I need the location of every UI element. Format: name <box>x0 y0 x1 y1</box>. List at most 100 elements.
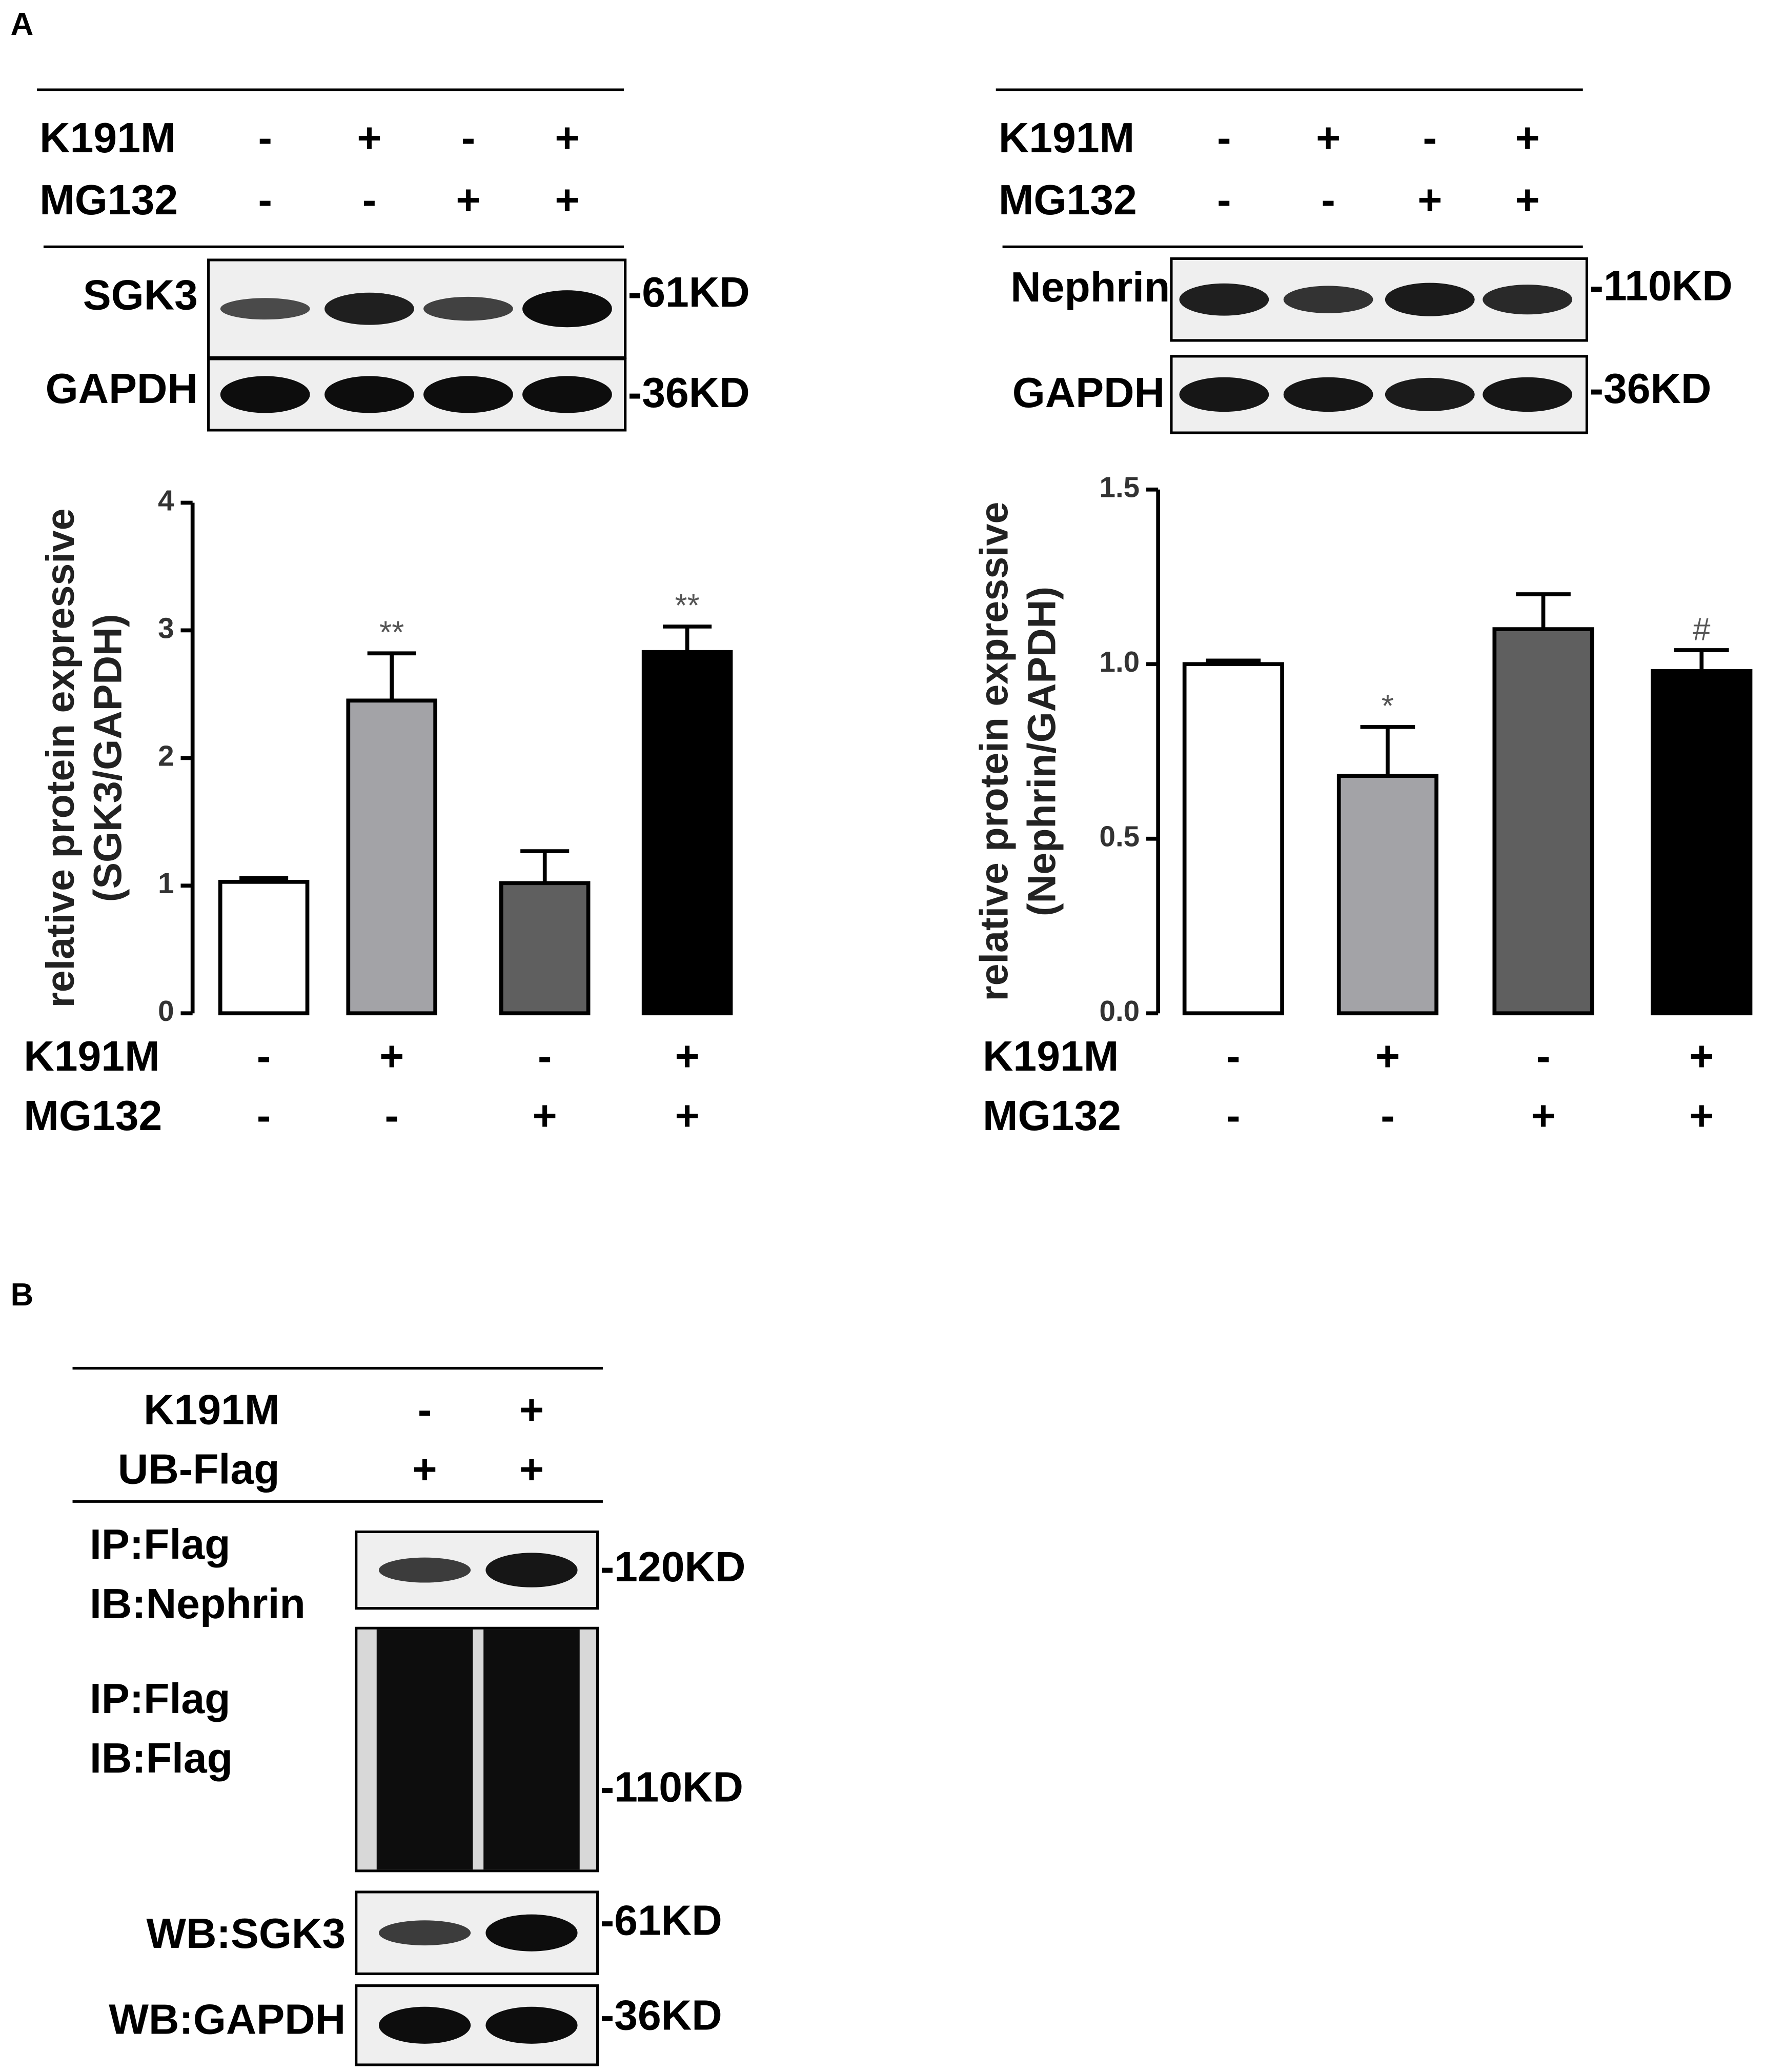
condition-sign: - <box>1217 176 1231 224</box>
significance-label: ** <box>675 588 700 623</box>
blot-label: IB:Flag <box>90 1735 233 1782</box>
y-tick-label: 2 <box>158 739 174 772</box>
condition-sign: + <box>675 1092 700 1139</box>
blot-band <box>522 376 612 413</box>
bar <box>1651 669 1753 1016</box>
blot-smear <box>483 1629 580 1870</box>
blot-label: WB:GAPDH <box>109 1996 346 2043</box>
condition-name: MG132 <box>983 1092 1121 1139</box>
blot-size: -36KD <box>628 369 750 416</box>
blot-band <box>220 376 310 413</box>
blot-band <box>1483 285 1573 315</box>
condition-sign: + <box>357 114 381 162</box>
condition-sign: - <box>1226 1092 1240 1139</box>
blot-band <box>423 376 513 413</box>
condition-sign: - <box>418 1386 432 1434</box>
panel-label: A <box>11 7 34 42</box>
y-tick-label: 1 <box>158 867 174 899</box>
condition-name: MG132 <box>999 176 1137 224</box>
condition-name: MG132 <box>24 1092 162 1139</box>
blot-size: -61KD <box>600 1897 722 1944</box>
condition-sign: + <box>1417 176 1442 224</box>
blot-band <box>1179 283 1269 316</box>
condition-sign: + <box>1316 114 1341 162</box>
y-tick-label: 4 <box>158 484 174 516</box>
blot-band <box>220 298 310 320</box>
blot-label: SGK3 <box>83 271 198 318</box>
condition-sign: + <box>519 1445 544 1493</box>
blot-band <box>1179 377 1269 412</box>
significance-label: ** <box>379 615 404 650</box>
condition-name: K191M <box>983 1033 1119 1080</box>
y-tick-label: 0.0 <box>1099 995 1140 1027</box>
condition-sign: + <box>412 1445 437 1493</box>
y-tick-label: 1.5 <box>1099 471 1140 504</box>
blot-band <box>324 292 414 325</box>
condition-sign: + <box>379 1033 404 1080</box>
blot-band <box>485 2006 578 2044</box>
condition-name: K191M <box>999 114 1134 162</box>
y-tick-label: 3 <box>158 612 174 644</box>
condition-name: K191M <box>39 114 175 162</box>
blot-label: IP:Flag <box>90 1521 230 1568</box>
y-tick-label: 0.5 <box>1099 820 1140 853</box>
bar <box>346 698 437 1016</box>
condition-sign: + <box>675 1033 700 1080</box>
blot-label: GAPDH <box>1012 369 1165 416</box>
blot-band <box>324 376 414 413</box>
significance-label: # <box>1693 612 1711 647</box>
condition-sign: + <box>1515 114 1540 162</box>
significance-label: * <box>1382 689 1394 724</box>
condition-sign: - <box>1321 176 1335 224</box>
blot-band <box>485 1553 578 1587</box>
condition-sign: + <box>456 176 480 224</box>
condition-sign: - <box>538 1033 552 1080</box>
bar <box>218 879 310 1016</box>
blot-label: WB:SGK3 <box>146 1910 346 1957</box>
blot-band <box>378 2006 471 2044</box>
blot-label: Nephrin <box>1010 264 1170 311</box>
y-axis-label: (SGK3/GAPDH) <box>86 614 130 902</box>
condition-sign: + <box>1689 1033 1714 1080</box>
condition-sign: + <box>1375 1033 1400 1080</box>
condition-sign: - <box>1423 114 1437 162</box>
blot-band <box>1283 286 1373 313</box>
blot-band <box>1283 377 1373 412</box>
blot-size: -110KD <box>1590 262 1733 309</box>
blot-band <box>1385 377 1475 412</box>
condition-sign: - <box>385 1092 399 1139</box>
blot-label: GAPDH <box>46 365 198 412</box>
condition-sign: + <box>533 1092 557 1139</box>
condition-sign: - <box>461 114 475 162</box>
blot-band <box>423 296 513 321</box>
condition-sign: - <box>257 1092 271 1139</box>
condition-sign: + <box>1515 176 1540 224</box>
blot-band <box>485 1914 578 1952</box>
blot-size: -110KD <box>600 1764 743 1811</box>
blot-band <box>1385 283 1475 316</box>
blot-band <box>378 1920 471 1946</box>
condition-sign: - <box>1217 114 1231 162</box>
bar <box>1492 627 1594 1016</box>
y-tick-label: 1.0 <box>1099 646 1140 678</box>
bar <box>641 650 733 1016</box>
blot-size: -36KD <box>1590 365 1712 412</box>
condition-sign: + <box>555 176 579 224</box>
condition-sign: - <box>1226 1033 1240 1080</box>
blot-label: IP:Flag <box>90 1675 230 1722</box>
condition-sign: + <box>1689 1092 1714 1139</box>
condition-sign: + <box>1531 1092 1555 1139</box>
y-axis-label: relative protein expressive <box>38 508 83 1008</box>
y-axis-label: (Nephrin/GAPDH) <box>1020 587 1064 916</box>
condition-name: MG132 <box>39 176 178 224</box>
bar <box>499 881 591 1016</box>
condition-sign: - <box>258 176 272 224</box>
blot-size: -61KD <box>628 269 750 316</box>
blot-band <box>522 290 612 328</box>
condition-sign: + <box>555 114 579 162</box>
condition-sign: - <box>257 1033 271 1080</box>
bar <box>1336 774 1438 1016</box>
condition-name: K191M <box>24 1033 159 1080</box>
blot-size: -120KD <box>600 1543 746 1591</box>
